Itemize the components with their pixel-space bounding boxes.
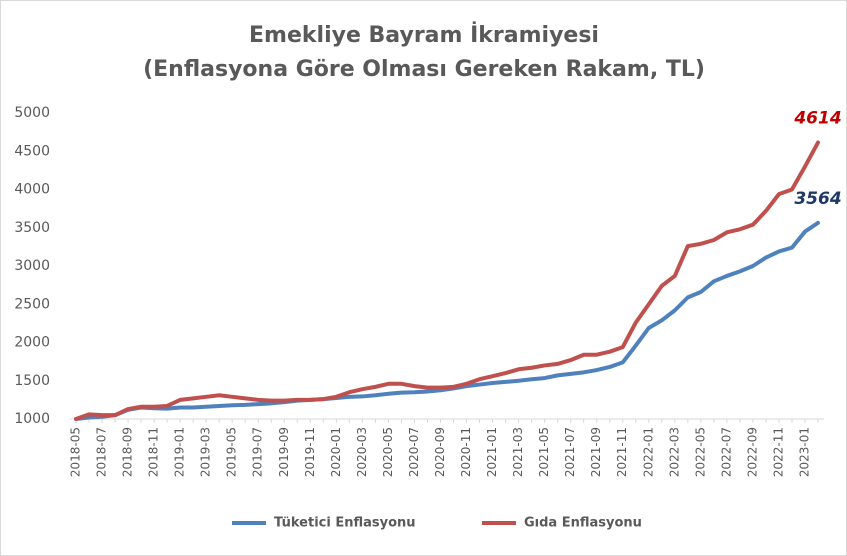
x-tick-label: 2021-11 (615, 427, 629, 477)
x-tick-label: 2021-09 (589, 427, 603, 477)
chart-title: Emekliye Bayram İkramiyesi (249, 22, 599, 48)
x-tick-label: 2022-11 (771, 427, 785, 477)
x-tick-label: 2022-07 (719, 427, 733, 477)
x-tick-label: 2020-09 (433, 427, 447, 477)
x-tick-label: 2021-05 (537, 427, 551, 477)
legend-label: Gıda Enflasyonu (524, 516, 642, 531)
x-tick-label: 2020-07 (407, 427, 421, 477)
x-tick-label: 2018-11 (147, 427, 161, 477)
x-tick-label: 2022-09 (745, 427, 759, 477)
y-tick-label: 3500 (14, 220, 50, 236)
y-tick-label: 2000 (14, 335, 50, 351)
data-label: 4614 (793, 109, 841, 129)
y-tick-label: 4000 (14, 182, 50, 198)
x-tick-label: 2018-09 (121, 427, 135, 477)
y-tick-label: 1000 (14, 411, 50, 427)
x-tick-label: 2019-09 (277, 427, 291, 477)
x-tick-label: 2022-05 (693, 427, 707, 477)
x-tick-label: 2023-01 (797, 427, 811, 477)
x-tick-label: 2020-01 (329, 427, 343, 477)
y-tick-label: 5000 (14, 105, 50, 121)
x-tick-label: 2019-11 (303, 427, 317, 477)
x-tick-label: 2018-05 (69, 427, 83, 477)
x-tick-label: 2020-05 (381, 427, 395, 477)
legend-label: Tüketici Enflasyonu (274, 516, 416, 531)
series-line (74, 140, 820, 421)
y-tick-label: 2500 (14, 296, 50, 312)
x-tick-label: 2018-07 (95, 427, 109, 477)
x-tick-label: 2019-07 (251, 427, 265, 477)
series-line (74, 220, 820, 421)
x-tick-label: 2019-05 (225, 427, 239, 477)
data-label: 3564 (794, 189, 841, 209)
x-tick-label: 2022-01 (641, 427, 655, 477)
y-tick-label: 1500 (14, 373, 50, 389)
y-tick-label: 3000 (14, 258, 50, 274)
x-tick-label: 2021-03 (511, 427, 525, 477)
x-tick-label: 2021-01 (485, 427, 499, 477)
chart-subtitle: (Enflasyona Göre Olması Gereken Rakam, T… (143, 57, 705, 82)
x-tick-label: 2022-03 (667, 427, 681, 477)
x-tick-label: 2020-03 (355, 427, 369, 477)
y-tick-label: 4500 (14, 143, 50, 159)
x-tick-label: 2021-07 (563, 427, 577, 477)
x-tick-label: 2019-03 (199, 427, 213, 477)
x-tick-label: 2020-11 (459, 427, 473, 477)
x-tick-label: 2019-01 (173, 427, 187, 477)
